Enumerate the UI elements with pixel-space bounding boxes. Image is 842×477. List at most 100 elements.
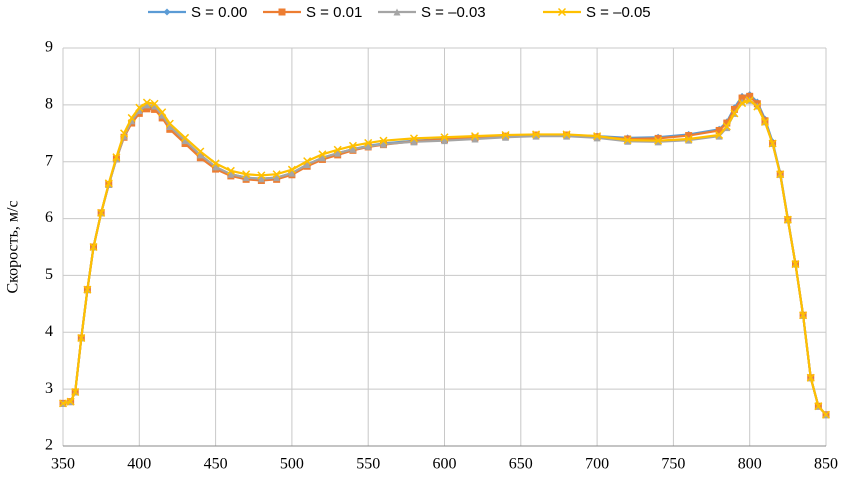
- marker: [715, 130, 724, 140]
- marker: [624, 137, 632, 145]
- x-tick-label: 450: [204, 456, 228, 473]
- x-tick-label: 400: [127, 456, 151, 473]
- marker: [532, 130, 541, 139]
- y-tick-label: 4: [45, 323, 53, 340]
- x-tick-label: 800: [738, 456, 762, 473]
- y-tick-label: 3: [45, 380, 53, 397]
- marker: [334, 149, 342, 157]
- marker: [273, 174, 281, 182]
- marker: [77, 333, 86, 343]
- marker: [303, 157, 312, 166]
- marker: [557, 7, 567, 17]
- marker: [212, 163, 220, 171]
- marker: [746, 92, 754, 100]
- marker: [66, 397, 75, 406]
- marker: [163, 8, 171, 16]
- marker: [333, 145, 342, 154]
- marker: [393, 8, 401, 16]
- y-tick-label: 7: [45, 152, 53, 169]
- marker: [211, 159, 220, 168]
- marker: [654, 138, 662, 146]
- marker: [685, 132, 693, 140]
- marker: [409, 134, 419, 143]
- marker: [441, 137, 448, 145]
- marker: [120, 129, 129, 138]
- marker: [143, 101, 151, 109]
- marker: [410, 138, 418, 146]
- marker: [738, 94, 746, 102]
- marker: [151, 102, 159, 110]
- marker: [257, 175, 265, 183]
- marker: [776, 170, 785, 179]
- marker: [563, 132, 571, 140]
- marker: [89, 242, 98, 252]
- x-tick-label: 750: [661, 456, 685, 473]
- legend-label: S = 0.01: [306, 4, 362, 21]
- y-axis-label: Скорость, м/с: [5, 200, 22, 293]
- legend-label: S = –0.03: [421, 4, 486, 21]
- marker: [502, 133, 510, 141]
- marker: [723, 119, 731, 127]
- marker: [760, 117, 769, 126]
- legend-label: S = 0.00: [191, 4, 247, 21]
- marker: [471, 135, 479, 143]
- marker: [799, 311, 808, 320]
- marker: [257, 171, 266, 180]
- marker: [730, 109, 739, 118]
- marker: [593, 134, 601, 142]
- marker: [364, 138, 373, 147]
- marker: [654, 136, 663, 145]
- marker: [58, 399, 68, 408]
- marker: [196, 147, 205, 156]
- marker: [364, 142, 372, 150]
- marker: [593, 132, 602, 141]
- marker: [142, 98, 151, 107]
- marker: [722, 122, 731, 131]
- marker: [166, 122, 174, 130]
- marker: [379, 140, 387, 148]
- marker: [181, 137, 189, 145]
- marker: [196, 151, 204, 159]
- marker: [127, 113, 136, 122]
- marker: [272, 170, 281, 179]
- marker: [684, 134, 693, 144]
- marker: [278, 8, 286, 16]
- x-tick-label: 850: [814, 456, 838, 473]
- marker: [71, 387, 80, 397]
- marker: [97, 208, 106, 217]
- marker: [135, 107, 143, 115]
- marker: [112, 153, 121, 162]
- x-tick-label: 600: [433, 456, 457, 473]
- marker: [783, 215, 792, 224]
- marker: [318, 154, 326, 162]
- x-tick-label: 700: [585, 456, 609, 473]
- marker: [440, 133, 449, 142]
- marker: [623, 136, 632, 145]
- marker: [562, 130, 571, 139]
- marker: [806, 373, 815, 382]
- marker: [83, 285, 92, 294]
- marker: [685, 136, 693, 144]
- x-tick-label: 500: [280, 456, 304, 473]
- marker: [768, 139, 777, 148]
- marker: [287, 165, 296, 174]
- marker: [226, 166, 235, 175]
- marker: [348, 141, 357, 150]
- marker: [165, 119, 174, 128]
- marker: [715, 126, 723, 134]
- marker: [318, 150, 327, 159]
- marker: [730, 105, 738, 113]
- marker: [158, 108, 167, 117]
- marker: [349, 145, 357, 153]
- marker: [814, 402, 823, 411]
- x-tick-label: 350: [51, 456, 75, 473]
- marker: [227, 170, 235, 178]
- y-tick-label: 2: [45, 437, 53, 454]
- marker: [745, 96, 754, 105]
- marker: [470, 132, 480, 141]
- marker: [143, 105, 151, 113]
- marker: [181, 133, 190, 142]
- marker: [532, 132, 540, 140]
- y-tick-label: 8: [45, 96, 53, 113]
